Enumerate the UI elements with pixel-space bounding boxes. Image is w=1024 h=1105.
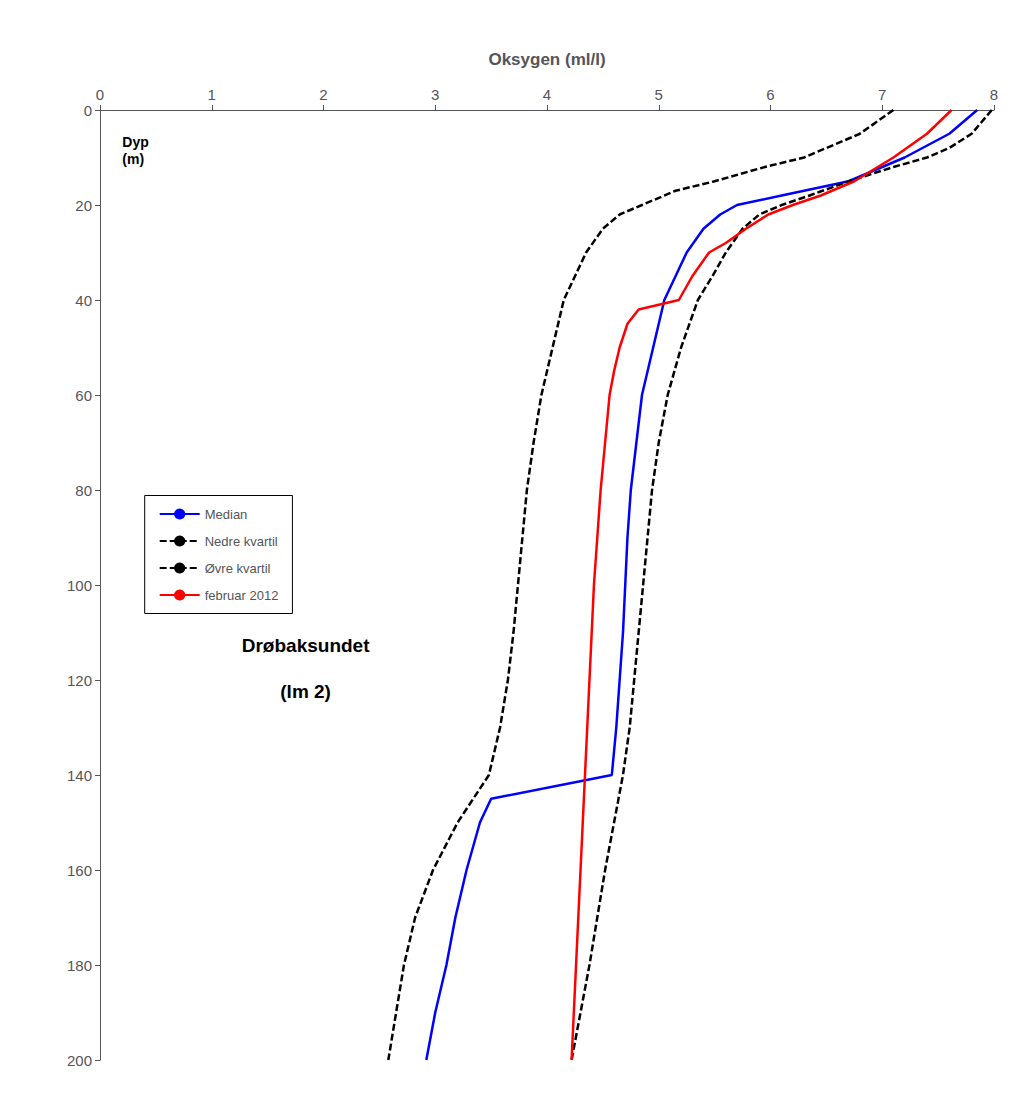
- svg-text:120: 120: [67, 672, 92, 689]
- svg-text:februar 2012: februar 2012: [205, 588, 279, 603]
- svg-text:Median: Median: [205, 507, 248, 522]
- svg-text:160: 160: [67, 862, 92, 879]
- svg-text:0: 0: [96, 86, 104, 103]
- svg-text:140: 140: [67, 767, 92, 784]
- svg-text:1: 1: [208, 86, 216, 103]
- svg-text:60: 60: [75, 387, 92, 404]
- svg-text:100: 100: [67, 577, 92, 594]
- svg-text:Øvre kvartil: Øvre kvartil: [205, 561, 271, 576]
- svg-text:Nedre kvartil: Nedre kvartil: [205, 534, 278, 549]
- svg-text:40: 40: [75, 292, 92, 309]
- svg-text:80: 80: [75, 482, 92, 499]
- svg-text:(lm 2): (lm 2): [280, 681, 331, 702]
- svg-text:Drøbaksundet: Drøbaksundet: [242, 635, 370, 656]
- svg-text:8: 8: [990, 86, 998, 103]
- svg-text:Oksygen (ml/l): Oksygen (ml/l): [488, 50, 605, 69]
- svg-text:180: 180: [67, 957, 92, 974]
- svg-text:200: 200: [67, 1052, 92, 1069]
- svg-text:5: 5: [655, 86, 663, 103]
- svg-text:0: 0: [84, 102, 92, 119]
- svg-text:6: 6: [766, 86, 774, 103]
- svg-text:7: 7: [878, 86, 886, 103]
- svg-text:20: 20: [75, 197, 92, 214]
- svg-text:3: 3: [431, 86, 439, 103]
- svg-text:Dyp: Dyp: [122, 134, 148, 150]
- svg-text:2: 2: [319, 86, 327, 103]
- svg-text:4: 4: [543, 86, 551, 103]
- svg-text:(m): (m): [122, 151, 144, 167]
